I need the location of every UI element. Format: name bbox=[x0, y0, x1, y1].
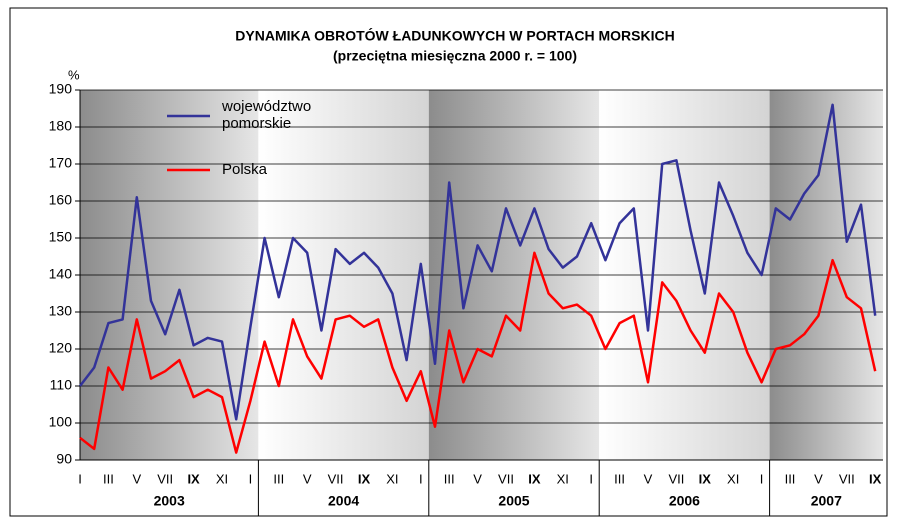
year-label: 2007 bbox=[811, 493, 842, 509]
x-tick-label: IX bbox=[528, 471, 541, 486]
x-tick-label: I bbox=[760, 471, 764, 486]
frame bbox=[9, 7, 888, 517]
year-label: 2004 bbox=[328, 493, 359, 509]
y-tick-label: 160 bbox=[49, 192, 73, 208]
chart-title: DYNAMIKA OBROTÓW ŁADUNKOWYCH W PORTACH M… bbox=[235, 27, 674, 44]
y-tick-label: 120 bbox=[49, 340, 73, 356]
x-tick-label: III bbox=[444, 471, 455, 486]
x-tick-label: V bbox=[814, 471, 823, 486]
x-tick-label: III bbox=[103, 471, 114, 486]
year-label: 2003 bbox=[154, 493, 185, 509]
x-tick-label: IX bbox=[187, 471, 200, 486]
x-tick-label: VII bbox=[668, 471, 684, 486]
y-tick-label: 140 bbox=[49, 266, 73, 282]
series-line bbox=[79, 103, 877, 421]
y-tick-label: 190 bbox=[49, 81, 73, 97]
x-tick-label: VII bbox=[498, 471, 514, 486]
series-line bbox=[79, 251, 877, 454]
y-tick-label: 180 bbox=[49, 118, 73, 134]
x-tick-label: I bbox=[419, 471, 423, 486]
x-tick-label: VII bbox=[839, 471, 855, 486]
year-label: 2005 bbox=[498, 493, 529, 509]
x-tick-label: V bbox=[132, 471, 141, 486]
x-tick-label: I bbox=[589, 471, 593, 486]
y-tick-label: 170 bbox=[49, 155, 73, 171]
x-tick-label: V bbox=[473, 471, 482, 486]
x-tick-label: IX bbox=[358, 471, 371, 486]
y-tick-label: 130 bbox=[49, 303, 73, 319]
x-tick-label: IX bbox=[869, 471, 882, 486]
chart-subtitle: (przeciętna miesięczna 2000 r. = 100) bbox=[333, 48, 577, 64]
x-tick-label: IX bbox=[699, 471, 712, 486]
x-tick-label: III bbox=[614, 471, 625, 486]
x-tick-label: V bbox=[644, 471, 653, 486]
y-axis-label: % bbox=[68, 67, 80, 82]
x-tick-label: VII bbox=[157, 471, 173, 486]
legend-label: Polska bbox=[222, 161, 268, 178]
x-tick-label: XI bbox=[557, 471, 569, 486]
legend-label: województwo pomorskie bbox=[222, 98, 312, 132]
x-tick-label: XI bbox=[727, 471, 739, 486]
x-tick-label: III bbox=[785, 471, 796, 486]
year-label: 2006 bbox=[669, 493, 700, 509]
y-tick-label: 100 bbox=[49, 414, 73, 430]
x-tick-label: XI bbox=[216, 471, 228, 486]
y-tick-label: 150 bbox=[49, 229, 73, 245]
y-tick-label: 110 bbox=[50, 377, 73, 393]
x-tick-label: I bbox=[249, 471, 253, 486]
y-tick-label: 90 bbox=[56, 451, 72, 467]
x-tick-label: XI bbox=[386, 471, 398, 486]
x-tick-label: V bbox=[303, 471, 312, 486]
x-tick-label: I bbox=[78, 471, 82, 486]
x-tick-label: VII bbox=[328, 471, 344, 486]
x-tick-label: III bbox=[273, 471, 284, 486]
